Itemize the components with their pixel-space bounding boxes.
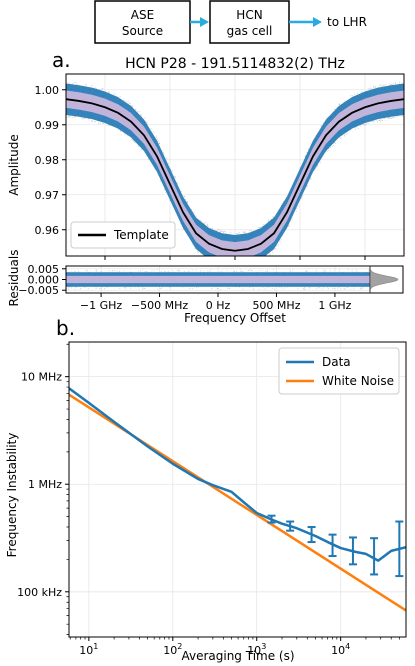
panel-a-ytick-label-4: 1.00 <box>35 84 60 97</box>
error-bar-5 <box>370 537 379 576</box>
ase-box-line1: ASE <box>131 8 154 22</box>
panel-b-legend: Data White Noise <box>278 347 400 395</box>
panel-b-xtick-label-0: 101 <box>79 642 98 657</box>
panel-b-xlabel: Averaging Time (s) <box>181 649 294 663</box>
template-line <box>66 98 404 252</box>
setup-diagram: ASE Source HCN gas cell to LHR <box>94 0 367 44</box>
error-bar-2 <box>307 526 316 544</box>
panel-b-xtick-exp-3: 4 <box>345 642 350 651</box>
ase-source-box <box>94 0 191 44</box>
panel-b-ytick-label-2: 10 MHz <box>21 371 62 384</box>
panel-a-frame <box>65 73 405 257</box>
panel-b-frame <box>68 341 407 638</box>
residuals-ytick-label-2: 0.005 <box>28 263 60 276</box>
residuals-xtick-label-3: 500 MHz <box>252 299 300 312</box>
residuals-xtick-label-0: −1 GHz <box>80 299 123 312</box>
hcn-box-line1: HCN <box>236 8 262 22</box>
panel-b-xtick-exp-0: 1 <box>93 642 98 651</box>
diagram-arrows <box>190 17 322 27</box>
panel-a-title: HCN P28 - 191.5114832(2) THz <box>125 56 345 72</box>
panel-b-ytick-label-1: 1 MHz <box>28 478 62 491</box>
error-bar-0 <box>267 514 276 524</box>
panel-b-xtick-label-1: 102 <box>163 642 182 657</box>
panel-b-legend-box <box>278 347 400 395</box>
panel-a-data <box>66 80 404 256</box>
panel-a-letter: a. <box>52 48 71 72</box>
hcn-box-line2: gas cell <box>227 24 273 38</box>
error-bar-1 <box>286 520 295 532</box>
panel-b-minor-ticks <box>66 343 400 640</box>
panel-a-ytick-label-1: 0.97 <box>35 189 60 202</box>
panel-b-xtick-exp-2: 3 <box>261 642 266 651</box>
panel-b-ytick-label-0: 100 kHz <box>17 586 62 599</box>
legend-white-noise-label: White Noise <box>322 374 394 388</box>
residuals-xtick-label-1: −500 MHz <box>131 299 188 312</box>
arrow-head-1 <box>313 17 322 27</box>
residuals-ylabel: Residuals <box>7 250 21 307</box>
panel-b-data <box>69 387 406 612</box>
data-line <box>69 387 406 562</box>
ase-box-line2: Source <box>122 24 163 38</box>
legend-data-label: Data <box>322 355 351 369</box>
panel-b-letter: b. <box>56 316 75 340</box>
error-bar-4 <box>348 536 357 566</box>
panel-a-ytick-label-2: 0.98 <box>35 154 60 167</box>
panel-b-xtick-exp-1: 2 <box>177 642 182 651</box>
residuals-xlabel: Frequency Offset <box>184 311 286 325</box>
panel-a-ytick-label-3: 0.99 <box>35 119 60 132</box>
residuals-xtick-label-2: 0 Hz <box>206 299 231 312</box>
residuals-histogram <box>369 265 399 294</box>
hcn-cell-box <box>209 0 290 44</box>
panel-a-density-core <box>66 90 404 256</box>
panel-b-xtick-label-3: 104 <box>331 642 350 657</box>
residuals-plot: −1 GHz −500 MHz 0 Hz 500 MHz 1 GHz−0.0050.00… <box>18 263 404 312</box>
residuals-density-core <box>66 275 370 284</box>
error-bar-6 <box>395 520 404 578</box>
panel-a-plot: 0.96 0.97 0.98 0.99 1.00 Template <box>35 73 405 260</box>
residuals-xtick-label-4: 1 GHz <box>318 299 351 312</box>
residuals-ytick-label-1: 0.000 <box>28 274 60 287</box>
panel-a-legend: Template <box>70 221 176 249</box>
error-bar-3 <box>328 533 337 558</box>
arrow-head-0 <box>200 17 209 27</box>
legend-template-label: Template <box>113 228 169 242</box>
panel-a-ylabel: Amplitude <box>7 134 21 196</box>
legend-box <box>70 221 176 249</box>
panel-a-ytick-label-0: 0.96 <box>35 224 60 237</box>
to-lhr-label: to LHR <box>327 15 367 29</box>
panel-b-ylabel: Frequency Instability <box>5 433 19 558</box>
residuals-ytick-label-0: −0.005 <box>18 284 59 297</box>
